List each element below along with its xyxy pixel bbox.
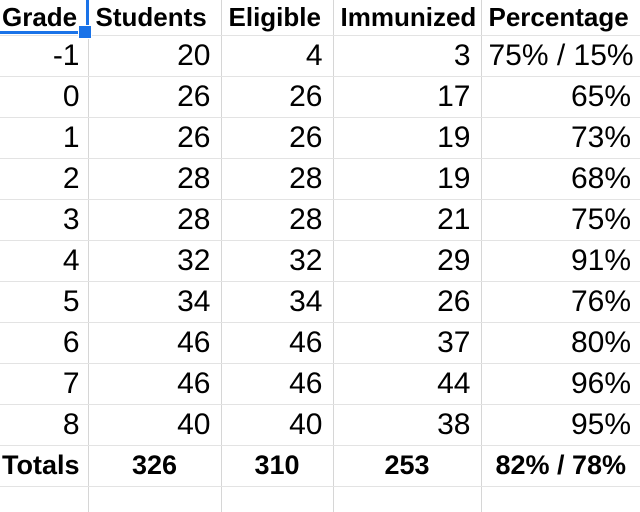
totals-label[interactable]: Totals <box>0 445 89 487</box>
cell-eligible[interactable]: 26 <box>221 117 334 159</box>
table-row: 7 46 46 44 96% <box>0 363 640 405</box>
cell-percentage[interactable]: 73% <box>481 117 640 159</box>
cell-eligible[interactable]: 28 <box>221 199 334 241</box>
cell-percentage[interactable]: 75% <box>481 199 640 241</box>
cell-grade[interactable]: 1 <box>0 117 89 159</box>
selection-border-bottom <box>0 31 90 34</box>
cell-grade[interactable]: 7 <box>0 363 89 405</box>
column-header-eligible[interactable]: Eligible <box>221 0 334 36</box>
totals-row: Totals 326 310 253 82% / 78% <box>0 445 640 487</box>
table-row: 5 34 34 26 76% <box>0 281 640 323</box>
cell-eligible[interactable]: 46 <box>221 322 334 364</box>
cell-percentage[interactable]: 75% / 15% <box>481 35 640 77</box>
cell-immunized[interactable]: 19 <box>333 158 482 200</box>
cell-grade[interactable]: 4 <box>0 240 89 282</box>
table-row: 1 26 26 19 73% <box>0 117 640 159</box>
cell-immunized[interactable]: 3 <box>333 35 482 77</box>
totals-students-cell[interactable]: 326 <box>88 445 222 487</box>
cell-students[interactable]: 32 <box>88 240 222 282</box>
cell-students[interactable]: 34 <box>88 281 222 323</box>
cell-eligible[interactable]: 46 <box>221 363 334 405</box>
cell-eligible[interactable]: 4 <box>221 35 334 77</box>
column-header-grade[interactable]: Grade <box>0 0 89 36</box>
totals-eligible-cell[interactable]: 310 <box>221 445 334 487</box>
header-row: Grade Students Eligible Immunized Percen… <box>0 0 640 36</box>
cell-students[interactable]: 28 <box>88 199 222 241</box>
empty-cell[interactable] <box>221 486 334 512</box>
empty-row <box>0 486 640 512</box>
cell-percentage[interactable]: 80% <box>481 322 640 364</box>
cell-grade[interactable]: 0 <box>0 76 89 118</box>
cell-immunized[interactable]: 37 <box>333 322 482 364</box>
cell-percentage[interactable]: 68% <box>481 158 640 200</box>
table-row: 0 26 26 17 65% <box>0 76 640 118</box>
cell-immunized[interactable]: 19 <box>333 117 482 159</box>
column-header-students[interactable]: Students <box>88 0 222 36</box>
cell-immunized[interactable]: 29 <box>333 240 482 282</box>
cell-grade[interactable]: 8 <box>0 404 89 446</box>
cell-grade[interactable]: 6 <box>0 322 89 364</box>
cell-students[interactable]: 46 <box>88 363 222 405</box>
cell-eligible[interactable]: 26 <box>221 76 334 118</box>
empty-cell[interactable] <box>333 486 482 512</box>
table-row: 4 32 32 29 91% <box>0 240 640 282</box>
cell-grade[interactable]: 3 <box>0 199 89 241</box>
cell-immunized[interactable]: 17 <box>333 76 482 118</box>
empty-cell[interactable] <box>481 486 640 512</box>
cell-students[interactable]: 26 <box>88 117 222 159</box>
cell-percentage[interactable]: 96% <box>481 363 640 405</box>
table-row: 2 28 28 19 68% <box>0 158 640 200</box>
cell-eligible[interactable]: 28 <box>221 158 334 200</box>
cell-eligible[interactable]: 40 <box>221 404 334 446</box>
column-header-immunized[interactable]: Immunized <box>333 0 482 36</box>
selection-border-right <box>86 0 89 34</box>
table-row: 6 46 46 37 80% <box>0 322 640 364</box>
cell-immunized[interactable]: 44 <box>333 363 482 405</box>
cell-percentage[interactable]: 95% <box>481 404 640 446</box>
cell-percentage[interactable]: 76% <box>481 281 640 323</box>
cell-immunized[interactable]: 26 <box>333 281 482 323</box>
cell-eligible[interactable]: 32 <box>221 240 334 282</box>
cell-students[interactable]: 20 <box>88 35 222 77</box>
cell-immunized[interactable]: 38 <box>333 404 482 446</box>
cell-grade[interactable]: -1 <box>0 35 89 77</box>
cell-students[interactable]: 46 <box>88 322 222 364</box>
column-header-percentage[interactable]: Percentage <box>481 0 640 36</box>
cell-students[interactable]: 40 <box>88 404 222 446</box>
totals-percentage-cell[interactable]: 82% / 78% <box>481 445 640 487</box>
table-row: -1 20 4 3 75% / 15% <box>0 35 640 77</box>
totals-immunized-cell[interactable]: 253 <box>333 445 482 487</box>
cell-eligible[interactable]: 34 <box>221 281 334 323</box>
cell-students[interactable]: 28 <box>88 158 222 200</box>
cell-grade[interactable]: 5 <box>0 281 89 323</box>
table-row: 8 40 40 38 95% <box>0 404 640 446</box>
cell-percentage[interactable]: 65% <box>481 76 640 118</box>
fill-handle[interactable] <box>78 25 92 39</box>
cell-grade[interactable]: 2 <box>0 158 89 200</box>
empty-cell[interactable] <box>88 486 222 512</box>
cell-students[interactable]: 26 <box>88 76 222 118</box>
cell-immunized[interactable]: 21 <box>333 199 482 241</box>
table-row: 3 28 28 21 75% <box>0 199 640 241</box>
empty-cell[interactable] <box>0 486 89 512</box>
cell-percentage[interactable]: 91% <box>481 240 640 282</box>
